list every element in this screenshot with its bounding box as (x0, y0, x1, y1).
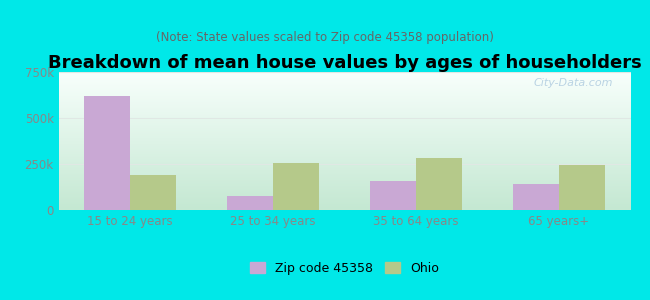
Bar (416, 158, 462, 210)
Title: Breakdown of mean house values by ages of householders: Breakdown of mean house values by ages o… (47, 54, 642, 72)
Bar (370, 181, 416, 210)
Text: City-Data.com: City-Data.com (534, 77, 614, 88)
Bar (273, 163, 318, 210)
Bar (130, 175, 176, 210)
Legend: Zip code 45358, Ohio: Zip code 45358, Ohio (245, 257, 444, 280)
Text: (Note: State values scaled to Zip code 45358 population): (Note: State values scaled to Zip code 4… (156, 32, 494, 44)
Bar (559, 165, 604, 210)
Bar (227, 196, 273, 210)
Bar (514, 184, 559, 210)
Bar (84, 96, 130, 210)
